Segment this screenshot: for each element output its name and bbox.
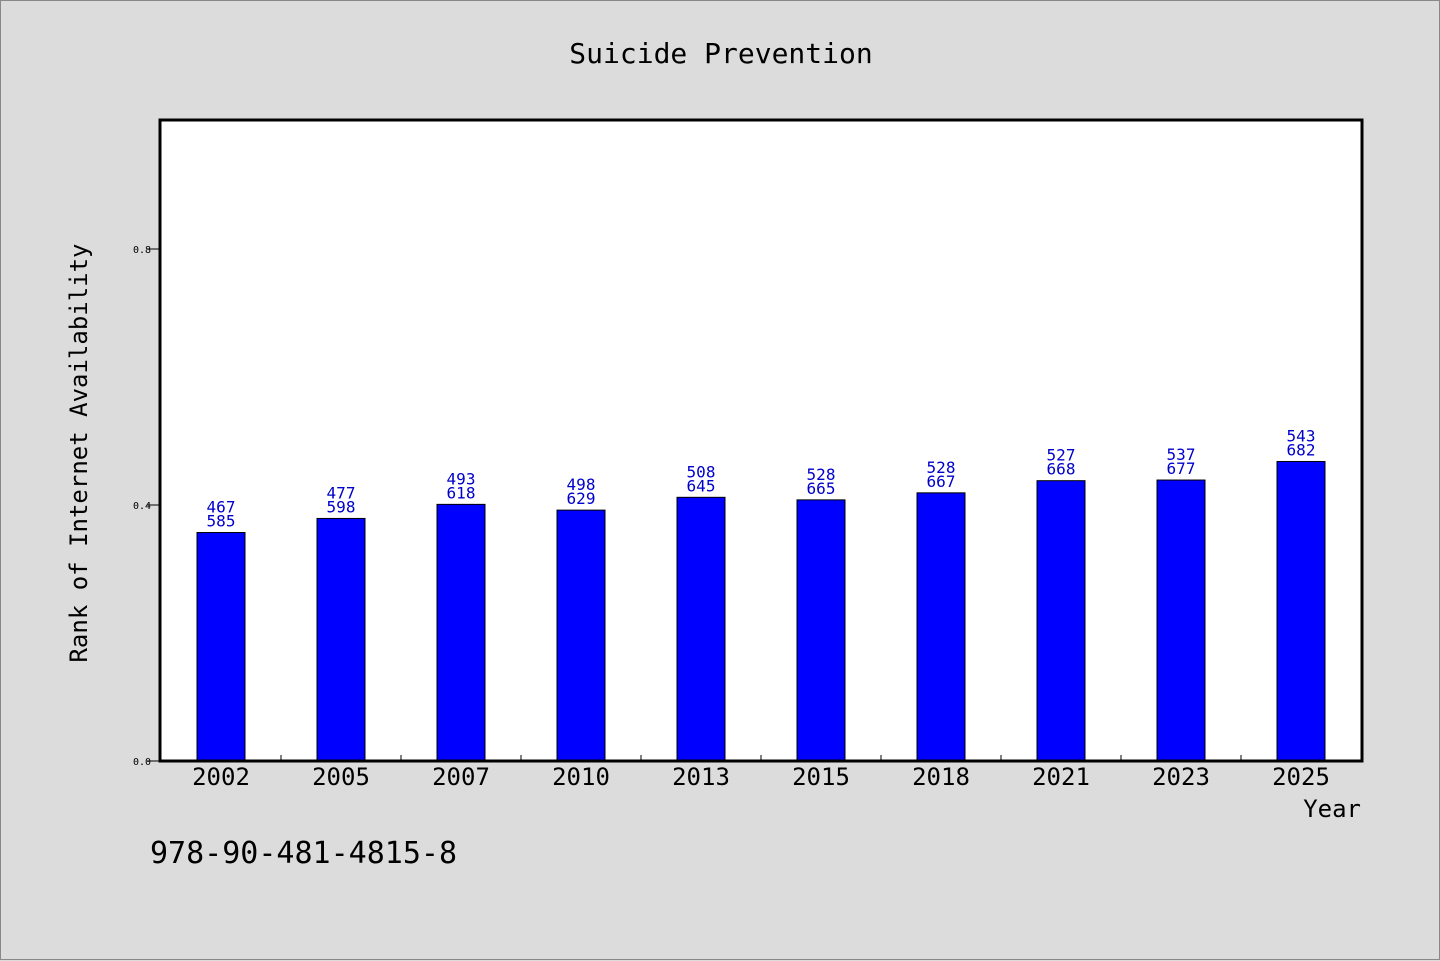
- isbn-footer: 978-90-481-4815-8: [150, 836, 457, 871]
- bar: [796, 499, 846, 762]
- data-label-top: 508: [687, 462, 716, 481]
- plot-border: [158, 118, 1364, 763]
- bar: [916, 492, 966, 762]
- y-axis-label: Rank of Internet Availability: [65, 243, 93, 662]
- x-axis-ticks: 2002 2005 2007 2010 2013 2015 2018 2021 2023 2025: [192, 755, 1330, 791]
- data-label-top: 527: [1047, 446, 1076, 465]
- x-tick-label: 2005: [312, 763, 370, 791]
- x-tick-label: 2007: [432, 763, 490, 791]
- data-label-top: 498: [567, 475, 596, 494]
- bar: [1036, 480, 1086, 762]
- data-label-bottom: 618: [447, 483, 476, 502]
- x-tick-label: 2002: [192, 763, 250, 791]
- x-tick-label: 2025: [1272, 763, 1330, 791]
- data-label-bottom: 645: [687, 476, 716, 495]
- bar: [316, 517, 366, 762]
- data-label-bottom: 585: [207, 512, 236, 531]
- y-tick-label: 0.8: [133, 245, 151, 256]
- data-label-top: 528: [927, 458, 956, 477]
- x-tick-label: 2021: [1032, 763, 1090, 791]
- x-axis-label: Year: [1303, 795, 1361, 823]
- data-label-bottom: 629: [567, 489, 596, 508]
- bar: [676, 496, 726, 762]
- data-label-top: 467: [207, 498, 236, 517]
- data-label-top: 528: [807, 465, 836, 484]
- data-label-bottom: 667: [927, 472, 956, 491]
- data-label-top: 493: [447, 469, 476, 488]
- x-tick-label: 2023: [1152, 763, 1210, 791]
- data-label-top: 543: [1287, 426, 1316, 445]
- bar: [196, 532, 246, 762]
- chart-title: Suicide Prevention: [569, 37, 872, 70]
- data-label-top: 477: [327, 483, 356, 502]
- y-tick-label: 0.4: [133, 501, 151, 512]
- bar: [1276, 460, 1326, 762]
- data-label-bottom: 598: [327, 497, 356, 516]
- data-label-bottom: 665: [807, 479, 836, 498]
- bar: [436, 503, 486, 762]
- data-label-bottom: 668: [1047, 460, 1076, 479]
- data-label-bottom: 682: [1287, 440, 1316, 459]
- x-tick-label: 2018: [912, 763, 970, 791]
- x-tick-label: 2013: [672, 763, 730, 791]
- x-tick-label: 2010: [552, 763, 610, 791]
- bar: [1156, 479, 1206, 762]
- y-axis-ticks: 0.0 0.4 0.8: [133, 245, 159, 768]
- bars-group: [196, 460, 1326, 762]
- y-tick-label: 0.0: [133, 757, 151, 768]
- data-label-top: 537: [1167, 445, 1196, 464]
- x-tick-label: 2015: [792, 763, 850, 791]
- data-label-bottom: 677: [1167, 459, 1196, 478]
- bar: [556, 509, 606, 762]
